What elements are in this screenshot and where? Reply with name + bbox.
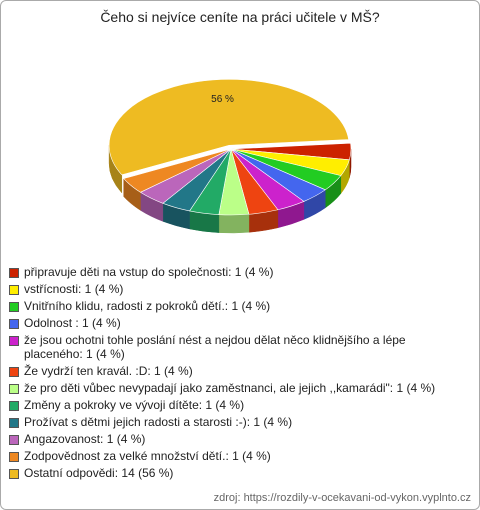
legend-label: že jsou ochotni tohle poslání nést a nej… — [24, 333, 406, 361]
legend-swatch — [9, 336, 19, 346]
legend: připravuje děti na vstup do společnosti:… — [9, 265, 464, 483]
legend-label: Změny a pokroky ve vývoji dítěte: 1 (4 %… — [24, 398, 245, 412]
legend-label: Že vydrží ten kravál. :D: 1 (4 %) — [24, 364, 193, 378]
legend-item: Zodpovědnost za velké množství dětí.: 1 … — [9, 449, 464, 463]
legend-label: Prožívat s dětmi jejich radosti a staros… — [24, 415, 293, 429]
legend-swatch — [9, 319, 19, 329]
legend-item: vstřícnosti: 1 (4 %) — [9, 282, 464, 296]
legend-label: Angazovanost: 1 (4 %) — [24, 432, 146, 446]
legend-item: Změny a pokroky ve vývoji dítěte: 1 (4 %… — [9, 398, 464, 412]
chart-title: Čeho si nejvíce ceníte na práci učitele … — [100, 9, 380, 25]
legend-swatch — [9, 469, 19, 479]
legend-item: že pro děti vůbec nevypadají jako zaměst… — [9, 381, 464, 395]
legend-label: Ostatní odpovědi: 14 (56 %) — [24, 466, 174, 480]
legend-swatch — [9, 401, 19, 411]
slice — [108, 79, 349, 176]
legend-label: Zodpovědnost za velké množství dětí.: 1 … — [24, 449, 271, 463]
legend-item: Prožívat s dětmi jejich radosti a staros… — [9, 415, 464, 429]
legend-label: Odolnost : 1 (4 %) — [24, 316, 121, 330]
legend-swatch — [9, 268, 19, 278]
slice — [123, 148, 232, 193]
legend-swatch — [9, 302, 19, 312]
legend-item: Vnitřního klidu, radosti z pokroků dětí.… — [9, 299, 464, 313]
slice-side — [218, 213, 250, 234]
legend-label: že pro děti vůbec nevypadají jako zaměst… — [24, 381, 436, 395]
legend-swatch — [9, 418, 19, 428]
legend-swatch — [9, 285, 19, 295]
legend-item: Odolnost : 1 (4 %) — [9, 316, 464, 330]
legend-swatch — [9, 384, 19, 394]
legend-label: připravuje děti na vstup do společnosti:… — [24, 265, 274, 279]
legend-label: Vnitřního klidu, radosti z pokroků dětí.… — [24, 299, 271, 313]
legend-swatch — [9, 367, 19, 377]
legend-item: Ostatní odpovědi: 14 (56 %) — [9, 466, 464, 480]
slice-label: 56 % — [211, 94, 234, 105]
pie-area: 56 % — [108, 79, 352, 234]
legend-item: Že vydrží ten kravál. :D: 1 (4 %) — [9, 364, 464, 378]
legend-item: že jsou ochotni tohle poslání nést a nej… — [9, 333, 464, 361]
legend-label: vstřícnosti: 1 (4 %) — [24, 282, 124, 296]
legend-item: připravuje děti na vstup do společnosti:… — [9, 265, 464, 279]
legend-item: Angazovanost: 1 (4 %) — [9, 432, 464, 446]
legend-swatch — [9, 452, 19, 462]
legend-swatch — [9, 435, 19, 445]
source: zdroj: https://rozdily-v-ocekavani-od-vy… — [213, 492, 471, 504]
